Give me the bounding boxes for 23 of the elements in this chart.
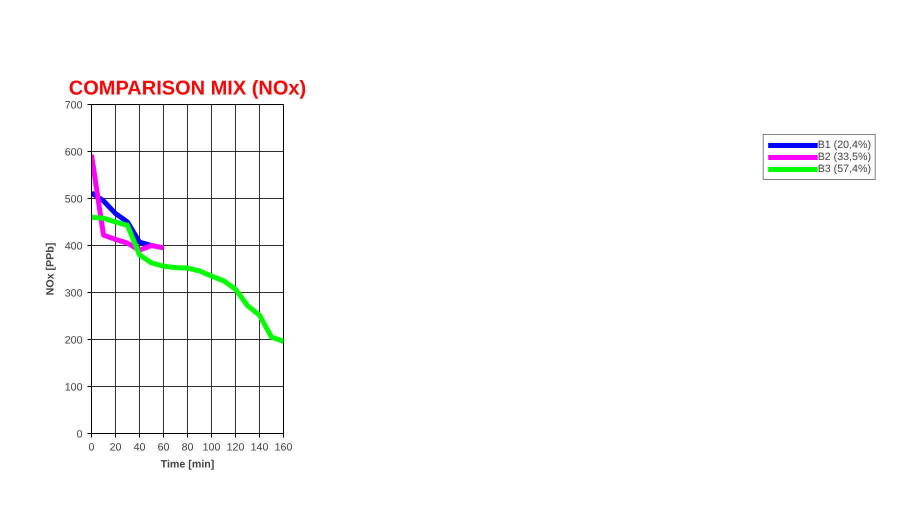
x-tick-label: 40 [134, 442, 146, 454]
y-tick-label: 700 [64, 100, 83, 112]
y-tick-label: 400 [64, 240, 83, 252]
y-tick-label: 0 [76, 428, 83, 440]
y-tick-label: 500 [64, 194, 83, 206]
legend-label: B1 (20,4%) [818, 139, 871, 151]
x-tick-label: 60 [158, 442, 170, 454]
x-axis-title: Time [min] [160, 458, 214, 470]
x-tick-label: 140 [250, 442, 268, 454]
x-tick-label: 0 [88, 442, 95, 454]
x-tick-label: 80 [182, 442, 194, 454]
chart-title: COMPARISON MIX (NOx) [68, 78, 306, 100]
y-tick-label: 200 [64, 334, 83, 346]
x-tick-label: 120 [226, 442, 244, 454]
y-tick-label: 300 [64, 288, 83, 300]
y-axis-title: NOx [PPb] [44, 242, 57, 296]
legend-label: B2 (33,5%) [818, 151, 871, 163]
legend-label: B3 (57,4%) [818, 163, 871, 175]
y-tick-label: 600 [64, 146, 83, 158]
y-tick-label: 100 [64, 382, 83, 394]
x-tick-label: 100 [202, 442, 220, 454]
x-tick-label: 20 [110, 442, 122, 454]
x-tick-label: 160 [274, 442, 292, 454]
